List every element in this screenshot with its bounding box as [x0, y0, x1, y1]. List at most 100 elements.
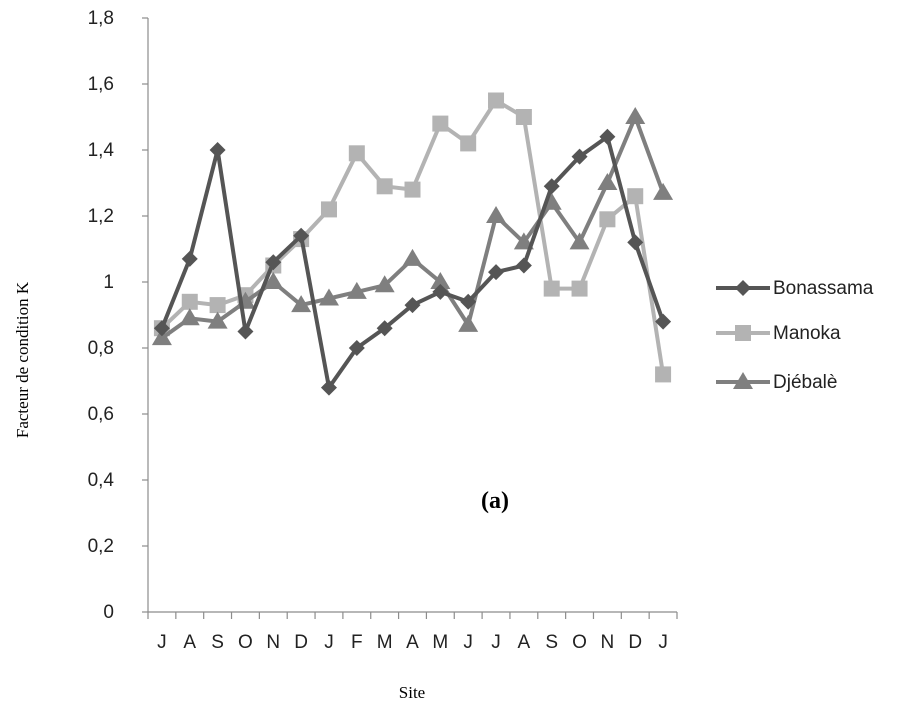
data-point-djebale [207, 311, 228, 329]
y-tick-label: 0 [103, 602, 114, 623]
data-point-djebale [318, 288, 339, 306]
data-point-bonassama [432, 283, 449, 300]
y-tick-label: 1,2 [88, 206, 114, 227]
data-point-djebale [597, 173, 618, 190]
y-tick-label: 0,6 [88, 404, 114, 425]
x-tick-label: J [491, 632, 501, 653]
x-tick-label: M [432, 632, 448, 653]
x-tick-label: J [157, 632, 167, 653]
data-point-manoka [571, 280, 588, 297]
legend: Bonassama Manoka Djébalè [716, 278, 874, 393]
x-axis-title: Site [399, 683, 425, 702]
x-tick-label: F [351, 632, 363, 653]
data-point-djebale [402, 248, 423, 266]
data-point-bonassama [320, 379, 337, 396]
data-point-djebale [263, 272, 284, 289]
data-point-manoka [432, 115, 449, 132]
data-point-bonassama [627, 234, 644, 251]
y-tick-label: 0,8 [88, 338, 114, 359]
series-djebale [151, 107, 674, 346]
data-point-manoka [488, 92, 505, 109]
data-point-bonassama [515, 257, 532, 274]
series-bonassama [153, 128, 672, 396]
y-tick-label: 0,4 [88, 470, 115, 491]
x-tick-label: N [601, 632, 615, 653]
data-point-djebale [458, 314, 479, 332]
legend-label: Djébalè [773, 372, 837, 393]
data-point-bonassama [376, 320, 393, 337]
data-point-bonassama [209, 142, 226, 158]
data-point-bonassama [404, 297, 421, 314]
data-point-djebale [430, 272, 451, 289]
data-point-djebale [374, 275, 395, 293]
x-tick-label: J [463, 632, 473, 653]
data-point-djebale [625, 107, 646, 124]
data-point-bonassama [265, 254, 282, 271]
data-point-manoka [460, 135, 477, 152]
data-point-manoka [209, 297, 226, 314]
legend-marker [733, 372, 753, 389]
data-point-manoka [320, 201, 337, 218]
data-point-bonassama [181, 250, 198, 267]
legend-marker [735, 280, 751, 296]
data-point-bonassama [460, 293, 477, 310]
x-tick-label: S [211, 632, 224, 653]
y-tick-label: 0,2 [88, 536, 114, 557]
data-point-bonassama [543, 178, 560, 195]
legend-item-bonassama: Bonassama [716, 278, 874, 299]
y-tick-label: 1,6 [88, 74, 114, 95]
data-point-bonassama [153, 320, 170, 337]
data-point-bonassama [599, 128, 616, 145]
data-point-manoka [627, 188, 644, 205]
x-tick-label: O [238, 632, 253, 653]
x-tick-label: J [324, 632, 334, 653]
data-point-manoka [655, 366, 672, 383]
x-tick-label: D [628, 632, 642, 653]
data-point-manoka [543, 280, 560, 297]
y-tick-label: 1,4 [88, 140, 115, 161]
data-point-manoka [376, 178, 393, 195]
x-tick-label: S [545, 632, 558, 653]
x-tick-label: A [518, 632, 531, 653]
data-point-bonassama [348, 340, 365, 356]
panel-annotation: (a) [481, 488, 509, 514]
x-tick-label: M [377, 632, 393, 653]
x-tick-label: J [658, 632, 668, 653]
data-point-manoka [515, 109, 532, 125]
y-tick-label: 1 [103, 272, 114, 293]
data-point-manoka [181, 293, 198, 310]
legend-item-djebale: Djébalè [716, 372, 837, 393]
x-tick-label: A [183, 632, 196, 653]
x-tick-label: A [406, 632, 419, 653]
data-point-bonassama [293, 227, 310, 244]
y-axis-title: Facteur de condition K [13, 281, 32, 438]
data-point-djebale [653, 182, 674, 200]
data-point-manoka [348, 145, 365, 162]
data-point-djebale [513, 232, 534, 250]
data-point-djebale [346, 281, 367, 299]
y-ticks: 0 0,2 0,4 0,6 0,8 1 1,2 1,4 1,6 1,8 [88, 8, 148, 623]
data-point-manoka [599, 211, 616, 228]
data-point-djebale [569, 232, 590, 250]
series-group [151, 92, 674, 396]
legend-item-manoka: Manoka [716, 323, 841, 344]
data-point-bonassama [488, 264, 505, 281]
legend-marker [735, 325, 751, 341]
x-tick-label: D [294, 632, 308, 653]
legend-label: Bonassama [773, 278, 874, 299]
data-point-djebale [486, 206, 507, 223]
data-point-djebale [151, 328, 172, 346]
y-tick-label: 1,8 [88, 8, 114, 29]
axes [147, 18, 677, 613]
data-point-manoka [404, 181, 421, 198]
data-point-bonassama [571, 148, 588, 165]
data-point-djebale [179, 308, 200, 326]
data-point-bonassama [655, 313, 672, 330]
series-line-manoka [160, 98, 666, 375]
legend-label: Manoka [773, 323, 841, 344]
data-point-djebale [291, 295, 312, 313]
x-tick-label: N [266, 632, 280, 653]
